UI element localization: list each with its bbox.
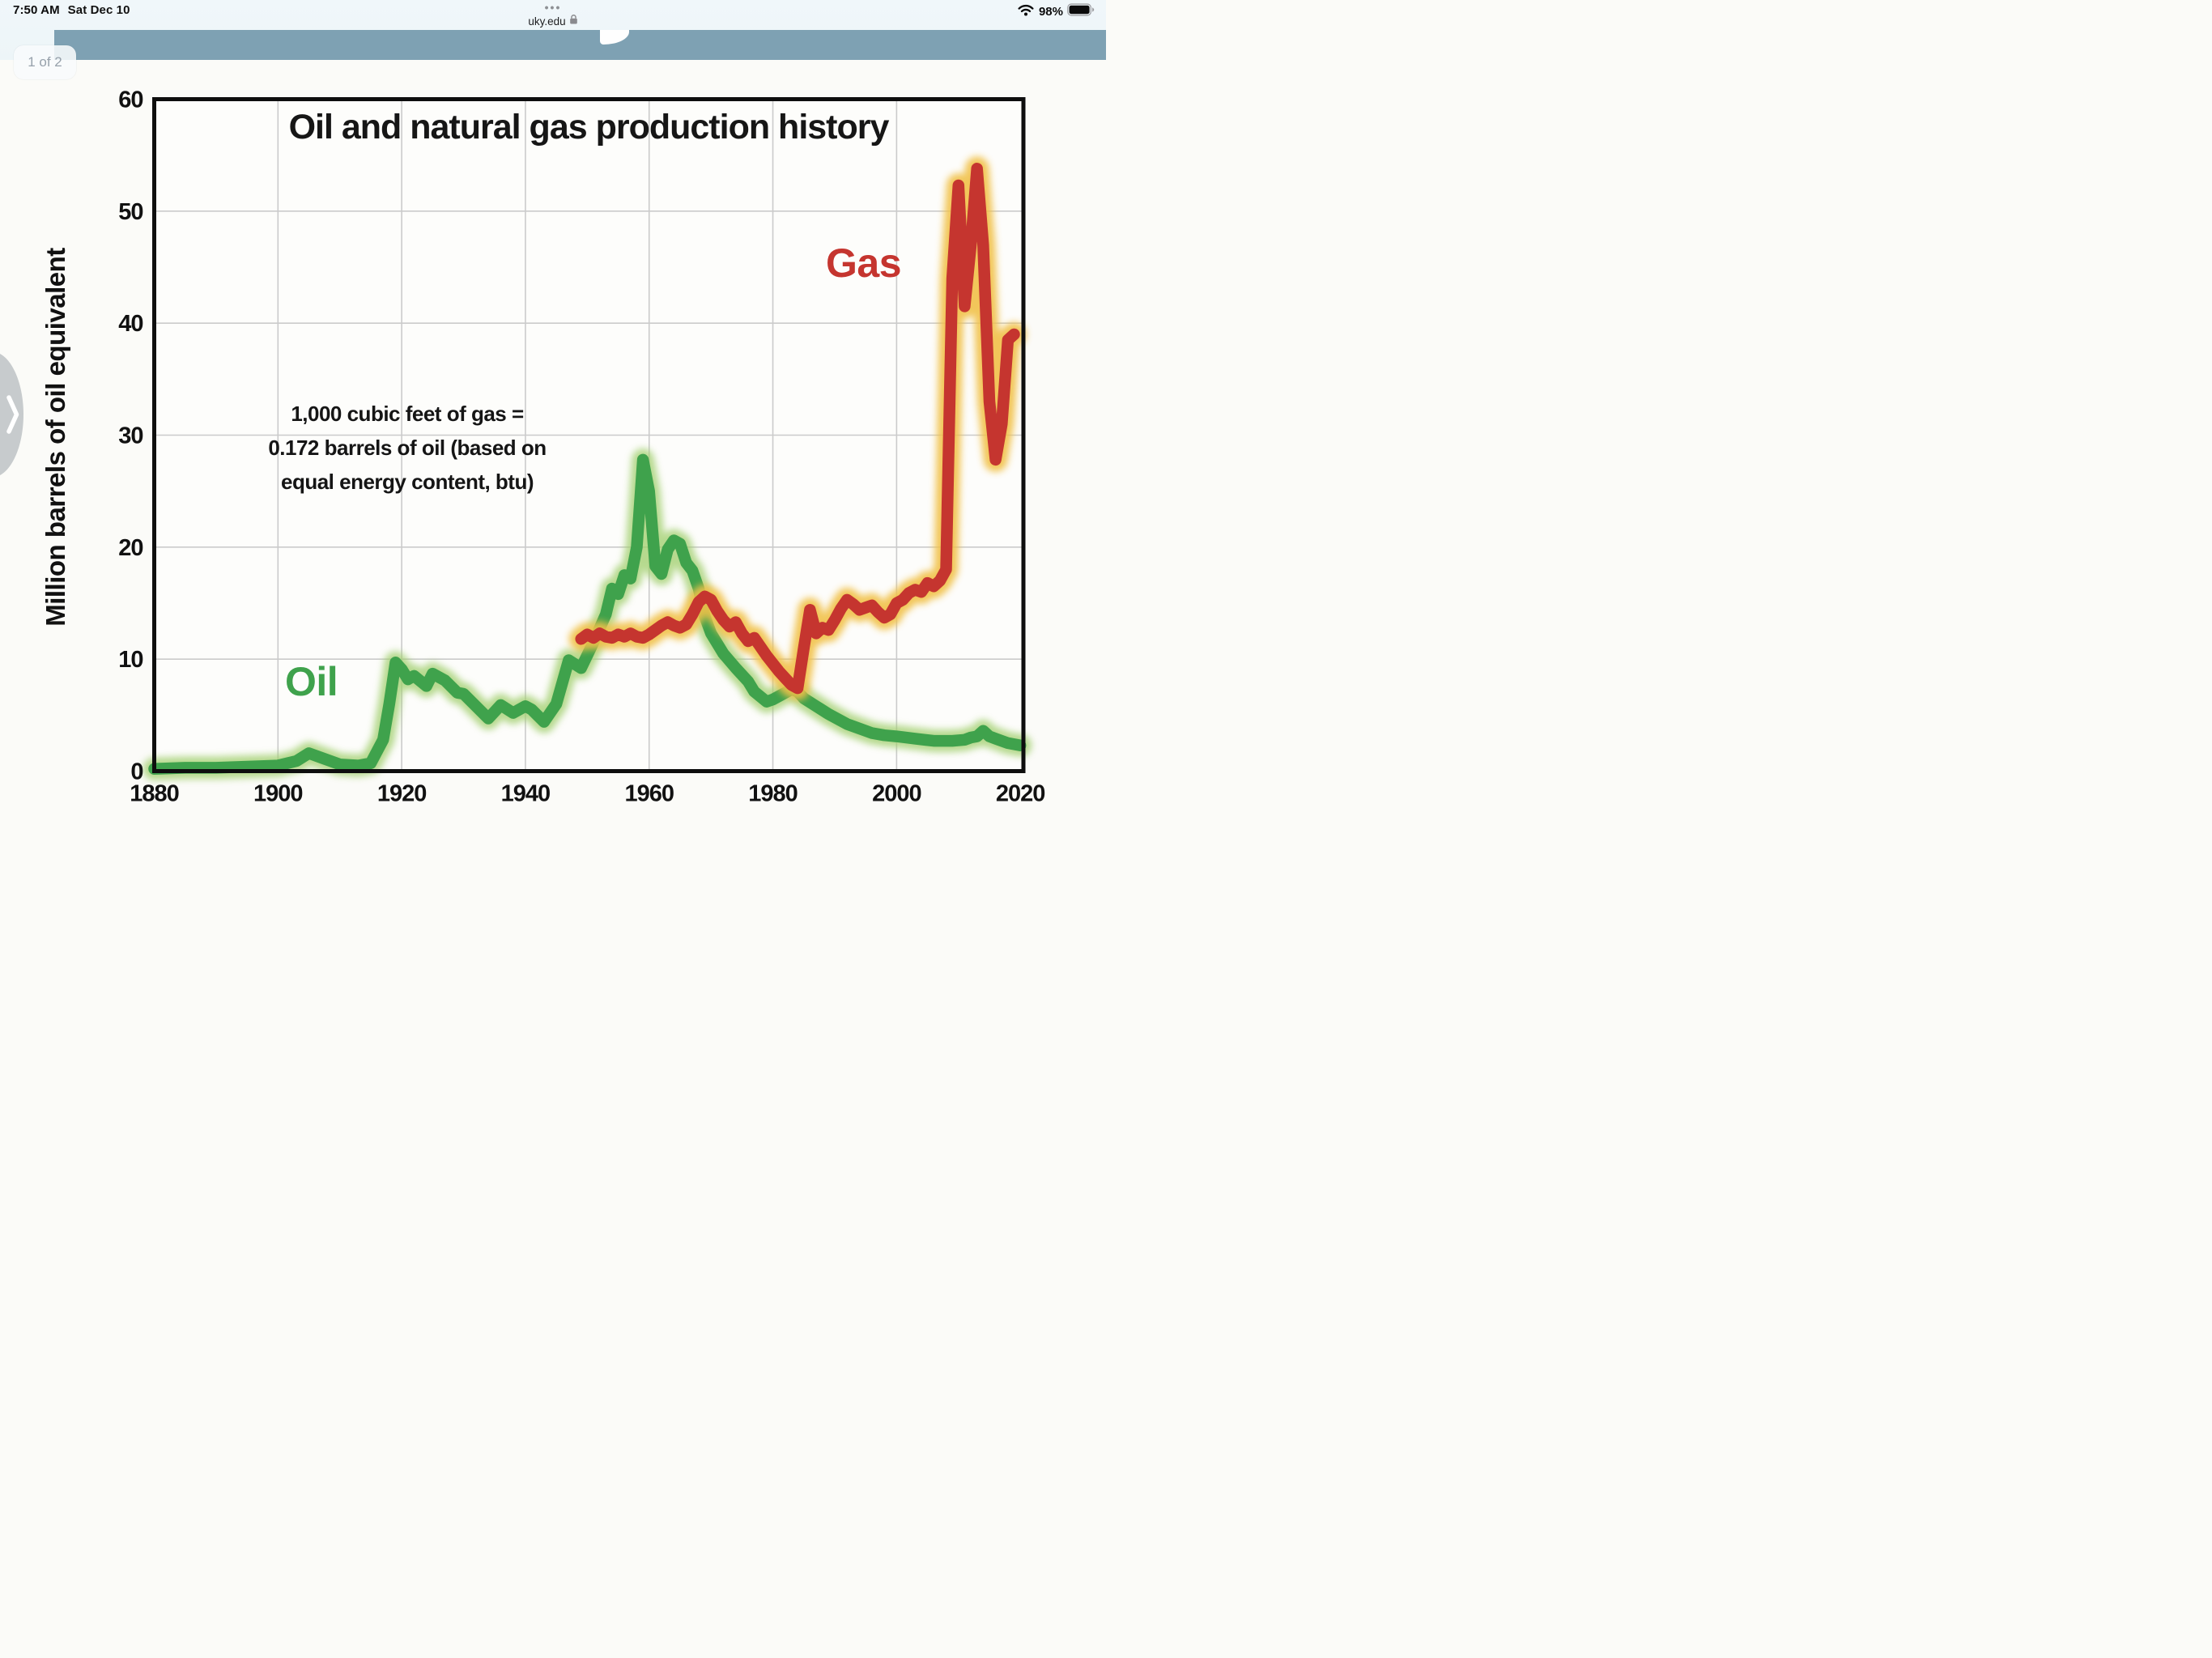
svg-text:1900: 1900 [253, 781, 303, 807]
svg-text:2000: 2000 [872, 781, 921, 807]
wifi-icon [1017, 3, 1035, 20]
production-chart: 0 10 20 30 40 50 60 1880 1900 1920 1940 1960 1980 200… [118, 87, 1045, 807]
svg-text:1960: 1960 [624, 781, 674, 807]
status-time: 7:50 AM [13, 3, 60, 17]
svg-text:10: 10 [118, 647, 143, 673]
status-date: Sat Dec 10 [67, 3, 130, 17]
status-indicators: 98% [1017, 3, 1095, 20]
lock-icon [569, 14, 578, 29]
svg-text:40: 40 [118, 311, 143, 337]
next-page-handle[interactable] [0, 354, 24, 475]
svg-text:20: 20 [118, 535, 143, 561]
oil-series-label: Oil [285, 659, 338, 704]
chevron-right-icon [6, 395, 19, 434]
svg-text:1880: 1880 [130, 781, 179, 807]
url-text[interactable]: uky.edu [528, 15, 566, 28]
address-bar[interactable]: uky.edu [0, 14, 1106, 29]
svg-text:1980: 1980 [748, 781, 798, 807]
svg-text:2020: 2020 [996, 781, 1045, 807]
svg-text:1940: 1940 [501, 781, 551, 807]
page-indicator-label: 1 of 2 [28, 54, 62, 70]
battery-icon [1067, 3, 1095, 20]
svg-text:30: 30 [118, 423, 143, 449]
svg-text:50: 50 [118, 199, 143, 225]
battery-percent: 98% [1038, 5, 1063, 19]
conversion-annotation: 1,000 cubic feet of gas = 0.172 barrels … [268, 402, 547, 494]
chart-title: Oil and natural gas production history [288, 108, 890, 147]
page-header-band [54, 30, 1106, 60]
ellipsis-icon[interactable]: ••• [544, 1, 562, 14]
svg-text:1920: 1920 [377, 781, 427, 807]
page-indicator: 1 of 2 [14, 45, 76, 79]
status-time-date: 7:50 AM Sat Dec 10 [13, 3, 130, 17]
svg-text:60: 60 [118, 87, 143, 113]
gas-series-label: Gas [826, 240, 902, 286]
svg-text:0: 0 [130, 759, 143, 785]
y-axis-title: Million barrels of oil equivalent [40, 248, 70, 627]
